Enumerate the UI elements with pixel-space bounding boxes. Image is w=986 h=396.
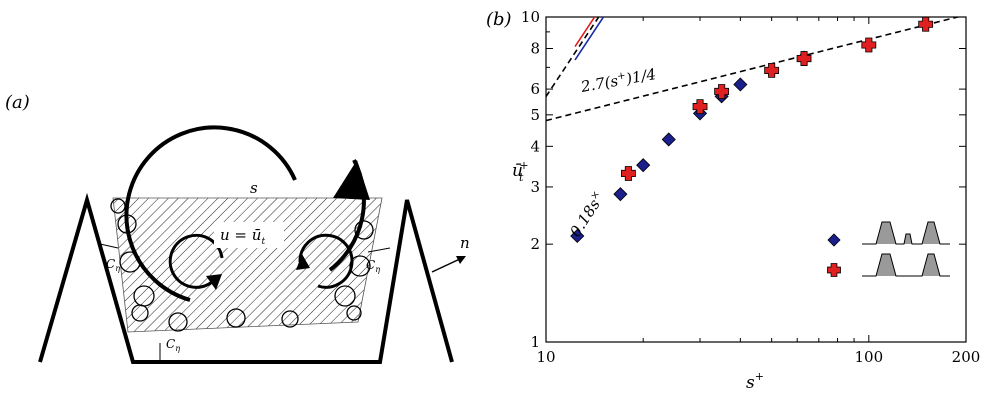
hatched-region (113, 198, 382, 332)
legend-markers (827, 233, 841, 277)
panel-a-label: (a) (5, 92, 30, 113)
y-axis-label: ūt+ (512, 159, 529, 184)
left-roughness-element (38, 192, 454, 364)
c-eta-label-left: Cη (106, 257, 120, 273)
legend-cross-marker (827, 263, 841, 277)
vortex-arrowhead (296, 254, 310, 270)
data-point-diamond (636, 158, 651, 173)
vortex-right-medium (298, 233, 354, 289)
legend-profile-1 (862, 221, 950, 245)
vortex-left-medium (168, 233, 224, 289)
y-tick-label: 10 (521, 8, 540, 26)
normal-vector-head (456, 256, 466, 264)
legend (827, 221, 950, 277)
data-point-cross (714, 84, 730, 99)
panel-b-label: (b) (486, 9, 512, 30)
y-tick-label: 5 (530, 106, 540, 124)
x-axis-label: s+ (746, 370, 764, 393)
large-vortex-arrowhead (333, 160, 370, 200)
y-tick-label: 6 (530, 80, 540, 98)
data-point-diamond (733, 77, 748, 92)
data-point-cross (861, 37, 877, 53)
data-point-diamond (661, 132, 676, 147)
n-label: n (460, 234, 470, 252)
axis-ticks: 10 100 200 1 2 3 4 5 6 8 10 (521, 8, 980, 366)
y-tick-label: 4 (530, 137, 540, 155)
data-point-diamond (613, 187, 628, 202)
legend-profile-2 (862, 253, 950, 277)
c-eta-markers (99, 243, 391, 360)
fit-line-4 (574, 17, 596, 48)
normal-vector (431, 257, 463, 273)
u-label: u = ūt (220, 226, 265, 247)
s-label: s (250, 179, 258, 197)
data-point-cross (796, 51, 812, 66)
data-markers (570, 16, 934, 244)
panel-a: (a) (5, 92, 470, 364)
wall-vortices (110, 198, 374, 332)
data-point-cross (692, 99, 708, 115)
data-point-diamond (570, 228, 585, 244)
y-tick-label: 1 (530, 333, 540, 351)
x-tick-label: 200 (952, 348, 981, 366)
y-tick-label: 8 (530, 39, 540, 57)
large-vortex-arrow (124, 125, 297, 302)
plot-frame (545, 16, 967, 343)
y-tick-label: 2 (530, 235, 540, 253)
x-tick-label: 100 (855, 348, 884, 366)
c-eta-label-bottom: Cη (166, 337, 180, 353)
hatched-region-outline (112, 197, 383, 333)
fit-label-quarter-power: 2.7(s+)1/4 (579, 65, 658, 96)
fit-lines (546, 17, 961, 122)
legend-diamond-marker (827, 233, 841, 247)
u-label-background (214, 222, 284, 248)
fit-line-2 (546, 17, 961, 122)
data-point-cross (918, 16, 934, 32)
fit-label-three-halves: 0.18s× (566, 189, 608, 240)
y-tick-label: 3 (530, 178, 540, 196)
data-point-cross (621, 166, 636, 181)
data-point-cross (764, 63, 780, 78)
c-eta-label-right: Cη (366, 258, 380, 274)
x-tick-label: 10 (536, 348, 555, 366)
vortex-arrowhead (206, 274, 222, 290)
